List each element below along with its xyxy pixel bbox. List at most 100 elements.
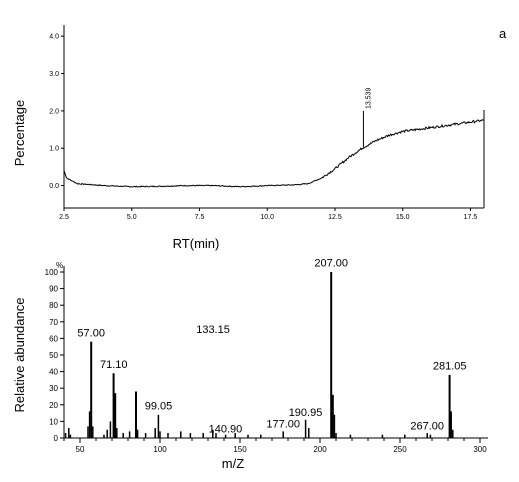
chromatogram-y-tick-label: 0.0: [49, 183, 59, 190]
spectrum-y-tick-label: 10: [49, 417, 58, 426]
chromatogram-x-tick-label: 12.5: [328, 214, 342, 221]
spectrum-bar: [106, 429, 108, 438]
spectrum-bar: [157, 414, 160, 438]
spectrum-y-tick-label: 80: [49, 301, 58, 310]
spectrum-bar: [116, 428, 118, 438]
spectrum-x-tick-label: 150: [233, 445, 247, 454]
spectrum-bar: [202, 433, 204, 438]
chromatogram-y-tick-label: 3.0: [49, 71, 59, 78]
spectrum-bar: [404, 434, 406, 438]
spectrum-bar: [87, 426, 89, 438]
spectrum-bar: [112, 373, 115, 438]
spectrum-peak-label: 133.15: [196, 324, 230, 336]
spectrum-bar: [224, 434, 227, 438]
panel-label: a: [499, 26, 507, 41]
spectrum-peak-label: 190.95: [289, 407, 323, 419]
spectrum-peak-label: 140.90: [209, 424, 243, 436]
spectrum-y-tick-label: 90: [49, 285, 58, 294]
spectrum-bar: [144, 433, 147, 438]
spectrum-x-tick-label: 200: [313, 445, 327, 454]
spectrum-bar: [282, 431, 284, 438]
spectrum-bar: [68, 428, 70, 438]
spectrum-bar: [109, 421, 112, 438]
chromatogram-chart: 2.5 5.0 7.5 10.0 12.5 15.0 17.5 0.0 1.0 2.0 3.0 4.…: [12, 25, 485, 251]
chromatogram-y-tick-label: 2.0: [49, 108, 59, 115]
spectrum-bar: [452, 429, 454, 438]
chromatogram-x-tick-label: 17.5: [464, 214, 478, 221]
spectrum-bar: [180, 431, 182, 438]
chromatogram-x-ticks: 2.5 5.0 7.5 10.0 12.5 15.0 17.5: [59, 208, 477, 221]
spectrum-bar: [349, 434, 352, 438]
spectrum-y-tick-label: 20: [49, 401, 58, 410]
spectrum-bar: [330, 272, 333, 438]
spectrum-bar: [135, 391, 137, 438]
spectrum-peak-label: 177.00: [266, 419, 300, 431]
spectrum-bar: [215, 433, 217, 438]
spectrum-bar: [88, 411, 91, 438]
spectrum-peak-label: 267.00: [410, 420, 444, 432]
spectrum-bar: [448, 374, 451, 438]
spectrum-x-ticks: 50 100 150 200 250 300: [63, 438, 487, 454]
spectrum-x-tick-label: 100: [153, 445, 167, 454]
spectrum-bar: [103, 434, 105, 438]
chromatogram-peak-label: 13.539: [365, 88, 372, 110]
spectrum-y-tick-label: 40: [49, 368, 58, 377]
spectrum-peak-label: 281.05: [433, 361, 467, 373]
spectrum-bar: [69, 434, 72, 438]
spectrum-bar: [167, 433, 169, 438]
spectrum-y-tick-label: 0: [54, 434, 59, 443]
spectrum-peak-label: 71.10: [100, 359, 128, 371]
spectrum-bar: [426, 433, 428, 438]
chromatogram-x-tick-label: 2.5: [59, 214, 69, 221]
spectrum-x-tick-label: 300: [473, 445, 487, 454]
spectrum-bar: [189, 433, 192, 438]
spectrum-peak-label: 57.00: [77, 327, 105, 339]
spectrum-bar: [212, 429, 214, 438]
mass-spectrum-chart: % 0 10 20 30 40 50 60 70 80 90 100 50 100 150 200 250 3…: [12, 258, 488, 471]
spectrum-x-label: m/Z: [222, 456, 244, 471]
spectrum-x-tick-label: 50: [76, 445, 85, 454]
spectrum-bar: [128, 431, 131, 438]
spectrum-y-tick-label: 100: [45, 268, 59, 277]
spectrum-y-ticks: 0 10 20 30 40 50 60 70 80 90 100: [45, 268, 64, 443]
spectrum-bar: [381, 434, 384, 438]
spectrum-y-tick-label: 60: [49, 334, 58, 343]
spectrum-bar: [234, 433, 236, 438]
chromatogram-x-tick-label: 15.0: [396, 214, 410, 221]
spectrum-x-tick-label: 250: [393, 445, 407, 454]
spectrum-y-label: Relative abundance: [12, 298, 27, 413]
chromatogram-y-tick-label: 1.0: [49, 146, 59, 153]
chromatogram-trace: [63, 119, 484, 188]
spectrum-bar: [159, 431, 161, 438]
chromatogram-x-tick-label: 5.0: [127, 214, 137, 221]
spectrum-y-tick-label: 50: [49, 351, 58, 360]
spectrum-bar: [333, 414, 336, 438]
spectrum-bars: [64, 272, 454, 438]
spectrum-bar: [429, 434, 432, 438]
chromatogram-x-tick-label: 7.5: [195, 214, 205, 221]
spectrum-bar: [450, 411, 452, 438]
chromatogram-y-label: Percentage: [12, 100, 27, 167]
spectrum-bar: [154, 428, 156, 438]
spectrum-bar: [90, 341, 93, 438]
spectrum-bar: [92, 426, 94, 438]
chromatogram-y-ticks: 0.0 1.0 2.0 3.0 4.0: [49, 34, 64, 190]
spectrum-bar: [260, 434, 262, 438]
spectrum-peak-label: 99.05: [145, 400, 173, 412]
spectrum-percent-marker: %: [56, 261, 63, 270]
spectrum-bar: [114, 393, 117, 438]
spectrum-bar: [331, 394, 334, 438]
spectrum-bar: [64, 433, 67, 438]
chromatogram-x-tick-label: 10.0: [260, 214, 274, 221]
spectrum-y-tick-label: 70: [49, 318, 58, 327]
spectrum-bar: [122, 433, 124, 438]
spectrum-bar: [247, 434, 249, 438]
spectrum-bar: [308, 428, 310, 438]
spectrum-bar: [136, 429, 139, 438]
spectrum-bar: [304, 419, 307, 438]
spectrum-y-tick-label: 30: [49, 384, 58, 393]
chromatogram-y-tick-label: 4.0: [49, 34, 59, 41]
chromatogram-x-label: RT(min): [173, 236, 220, 251]
